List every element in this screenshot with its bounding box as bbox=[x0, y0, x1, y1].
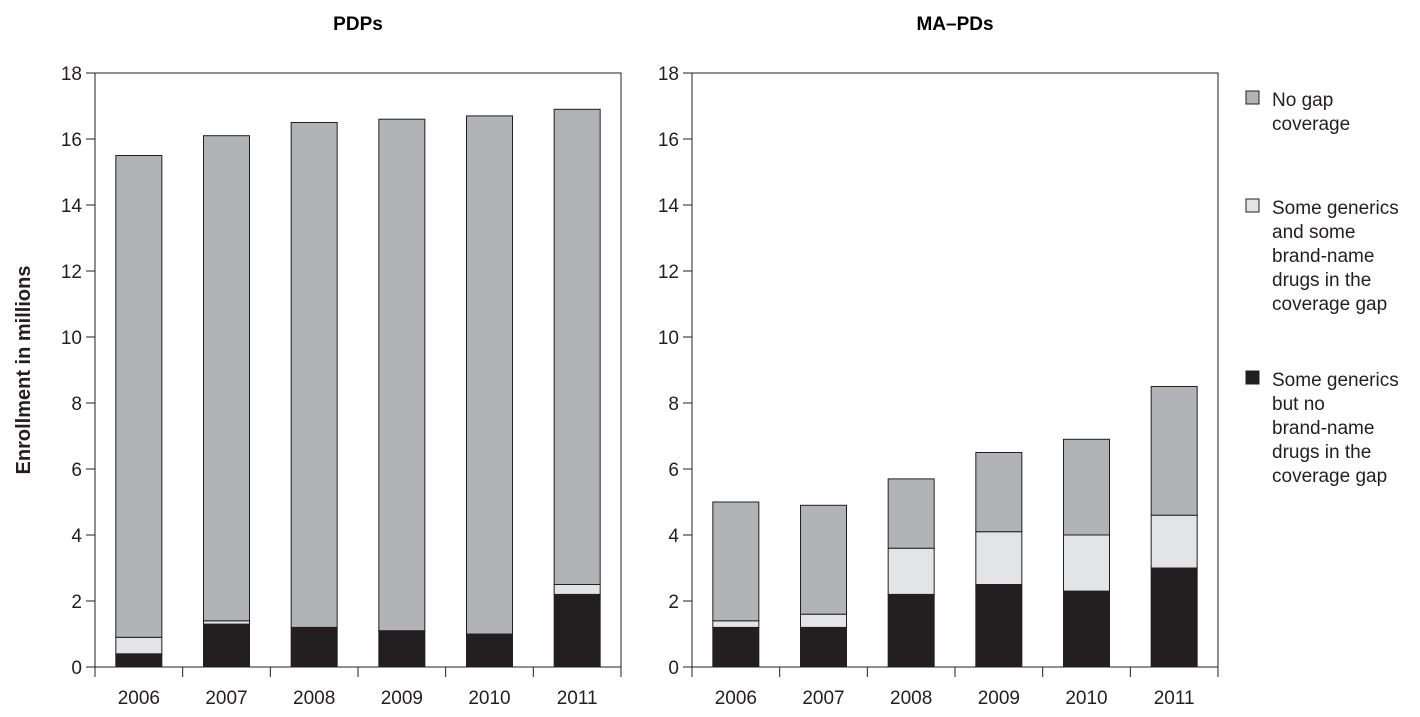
y-tick-label: 6 bbox=[71, 460, 82, 481]
x-tick-label: 2007 bbox=[205, 688, 247, 709]
x-tick-label: 2010 bbox=[1065, 688, 1107, 709]
bar-segment-no-gap bbox=[115, 155, 163, 638]
legend-label: and some bbox=[1272, 222, 1355, 243]
bar-segment-some-brand bbox=[712, 620, 760, 628]
y-tick-label: 0 bbox=[71, 658, 82, 679]
bar-segment-generics-only bbox=[290, 626, 338, 668]
legend-item: Some generics and some brand-name drugs in … bbox=[1245, 198, 1399, 315]
y-tick-label: 2 bbox=[668, 592, 679, 613]
y-tick-label: 18 bbox=[658, 64, 679, 85]
legend-label: Some generics bbox=[1272, 198, 1399, 219]
y-tick-label: 2 bbox=[71, 592, 82, 613]
x-tick-label: 2007 bbox=[802, 688, 844, 709]
y-tick-label: 8 bbox=[668, 394, 679, 415]
bar-segment-some-brand bbox=[887, 547, 935, 595]
x-tick-label: 2006 bbox=[118, 688, 160, 709]
bar-segment-no-gap bbox=[1150, 386, 1198, 516]
bar-segment-generics-only bbox=[975, 584, 1023, 668]
legend-swatch bbox=[1245, 90, 1260, 105]
legend-label: No gap bbox=[1272, 90, 1333, 111]
legend-label: brand-name bbox=[1272, 418, 1374, 439]
bar-segment-some-brand bbox=[1150, 514, 1198, 569]
y-tick-label: 18 bbox=[61, 64, 82, 85]
bar-segment-generics-only bbox=[378, 630, 426, 668]
bar-segment-generics-only bbox=[1063, 590, 1110, 668]
bar-segment-generics-only bbox=[553, 593, 601, 668]
y-tick-label: 12 bbox=[61, 262, 82, 283]
legend-swatch bbox=[1245, 370, 1260, 385]
y-tick-label: 16 bbox=[658, 130, 679, 151]
legend-label: coverage gap bbox=[1272, 466, 1387, 487]
y-tick-label: 14 bbox=[61, 196, 83, 217]
panel-2: MA–PDs 0 2 4 6 8 10 12 14 16 18 2006 2007 2008 2009 201… bbox=[658, 14, 1219, 709]
y-tick-label: 16 bbox=[61, 130, 82, 151]
bar-segment-no-gap bbox=[290, 122, 338, 628]
y-tick-label: 0 bbox=[668, 658, 679, 679]
legend: No gap coverage Some generics and some brand… bbox=[1245, 90, 1399, 487]
y-tick-label: 8 bbox=[71, 394, 82, 415]
legend-label: coverage gap bbox=[1272, 294, 1387, 315]
panel-title: PDPs bbox=[333, 14, 383, 35]
bar-segment-no-gap bbox=[712, 501, 760, 622]
x-tick-label: 2011 bbox=[1154, 688, 1195, 709]
x-tick-label: 2008 bbox=[293, 688, 335, 709]
bar-segment-generics-only bbox=[712, 626, 760, 668]
legend-label: brand-name bbox=[1272, 246, 1374, 267]
bar-segment-no-gap bbox=[378, 118, 426, 632]
x-tick-label: 2011 bbox=[557, 688, 598, 709]
y-tick-label: 4 bbox=[668, 526, 679, 547]
bar-segment-generics-only bbox=[887, 593, 935, 668]
legend-label: coverage bbox=[1272, 114, 1350, 135]
y-tick-label: 12 bbox=[658, 262, 679, 283]
bar-segment-some-brand bbox=[1063, 534, 1110, 592]
bar-segment-no-gap bbox=[203, 135, 250, 622]
bar-segment-some-brand bbox=[115, 636, 163, 655]
x-tick-label: 2008 bbox=[890, 688, 932, 709]
legend-swatch bbox=[1245, 198, 1260, 213]
legend-label: drugs in the bbox=[1272, 442, 1371, 463]
y-tick-label: 6 bbox=[668, 460, 679, 481]
legend-label: drugs in the bbox=[1272, 270, 1371, 291]
bar-segment-no-gap bbox=[466, 115, 513, 635]
bar-segment-no-gap bbox=[553, 108, 601, 586]
plot-frame bbox=[94, 72, 622, 668]
bar-segment-some-brand bbox=[553, 584, 601, 595]
y-tick-label: 10 bbox=[61, 328, 82, 349]
bar-segment-generics-only bbox=[800, 626, 847, 668]
bar-segment-no-gap bbox=[800, 504, 847, 615]
x-tick-label: 2010 bbox=[468, 688, 510, 709]
y-tick-label: 10 bbox=[658, 328, 679, 349]
y-axis-label: Enrollment in millions bbox=[13, 266, 35, 475]
x-tick-label: 2006 bbox=[715, 688, 757, 709]
panel-1: PDPs 0 2 4 6 8 10 12 14 16 18 2006 2007 2008 2009 2010 2… bbox=[61, 14, 622, 709]
legend-item: No gap coverage bbox=[1245, 90, 1350, 135]
legend-label: but no bbox=[1272, 394, 1325, 415]
panel-title: MA–PDs bbox=[916, 14, 993, 35]
bar-segment-no-gap bbox=[1063, 438, 1110, 536]
bar-segment-no-gap bbox=[887, 478, 935, 549]
bar-segment-generics-only bbox=[115, 653, 163, 668]
x-tick-label: 2009 bbox=[381, 688, 423, 709]
y-tick-label: 14 bbox=[658, 196, 680, 217]
bar-segment-some-brand bbox=[975, 531, 1023, 586]
bar-segment-generics-only bbox=[203, 623, 250, 668]
bar-segment-generics-only bbox=[1150, 567, 1198, 668]
bar-segment-some-brand bbox=[800, 613, 847, 628]
legend-item: Some generics but no brand-name drugs in th… bbox=[1245, 370, 1399, 487]
legend-label: Some generics bbox=[1272, 370, 1399, 391]
plot-frame bbox=[691, 72, 1219, 668]
y-tick-label: 4 bbox=[71, 526, 82, 547]
x-tick-label: 2009 bbox=[978, 688, 1020, 709]
bar-segment-no-gap bbox=[975, 452, 1023, 533]
bar-segment-generics-only bbox=[466, 633, 513, 668]
